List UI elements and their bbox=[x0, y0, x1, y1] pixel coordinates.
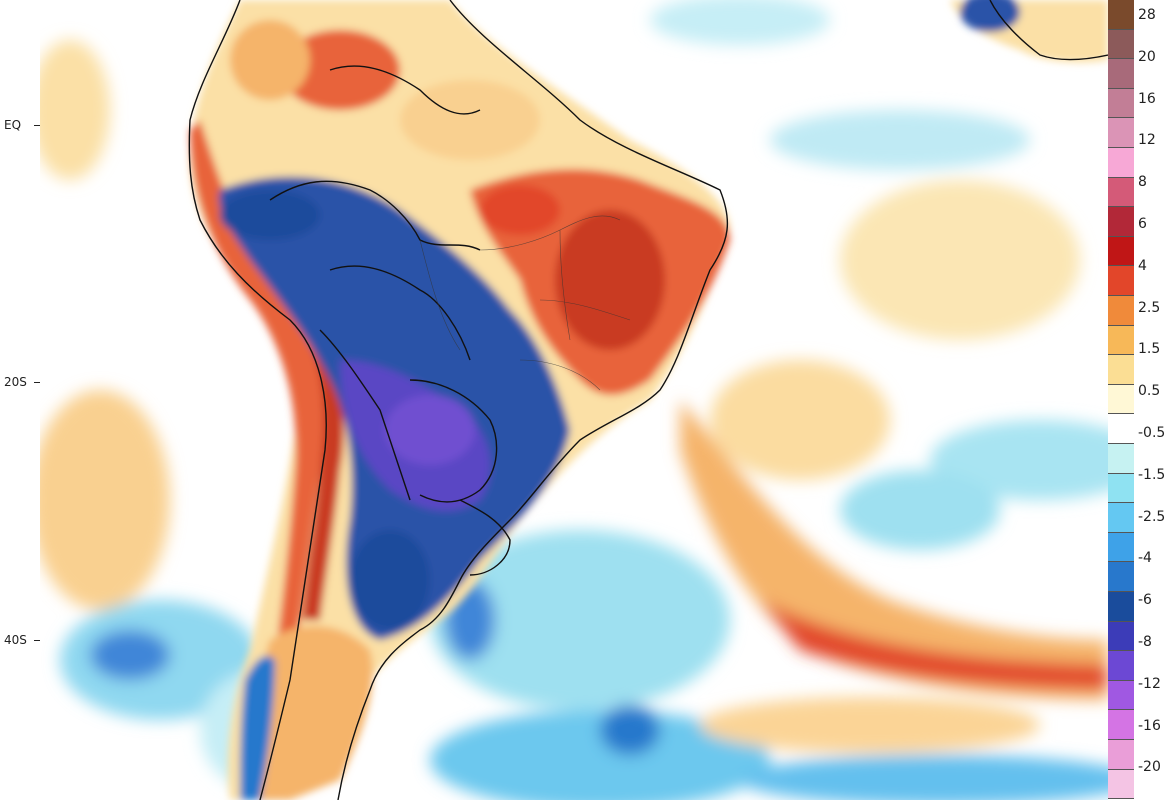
colorbar-label: -16 bbox=[1138, 717, 1161, 734]
colorbar-label: 6 bbox=[1138, 216, 1147, 232]
colorbar-swatch bbox=[1108, 740, 1134, 770]
colorbar-swatch bbox=[1108, 29, 1134, 60]
colorbar-swatch bbox=[1108, 118, 1134, 148]
colorbar-label: 1.5 bbox=[1138, 341, 1161, 358]
colorbar-swatch bbox=[1108, 59, 1134, 89]
colorbar-label: -1.5 bbox=[1138, 466, 1166, 483]
colorbar-swatch bbox=[1108, 710, 1134, 740]
colorbar-label: -6 bbox=[1138, 592, 1152, 609]
colorbar-swatch bbox=[1108, 651, 1134, 681]
colorbar-swatch bbox=[1108, 592, 1134, 622]
lat-label-eq: EQ bbox=[4, 118, 22, 132]
ocean-anomaly-field bbox=[40, 0, 1108, 800]
anomaly-map bbox=[40, 0, 1108, 800]
colorbar-swatch bbox=[1108, 0, 1134, 30]
colorbar-label: 0.5 bbox=[1138, 383, 1161, 400]
colorbar-label: -20 bbox=[1138, 759, 1161, 776]
colorbar-label: -4 bbox=[1138, 550, 1152, 567]
country-borders bbox=[188, 0, 729, 800]
colorbar-label: -2.5 bbox=[1138, 508, 1166, 525]
colorbar-swatch bbox=[1108, 680, 1134, 711]
colorbar-swatch bbox=[1108, 414, 1134, 444]
africa-coastline bbox=[989, 0, 1108, 61]
colorbar-swatch bbox=[1108, 266, 1134, 296]
colorbar-swatch bbox=[1108, 384, 1134, 415]
colorbar-legend: 28 20 16 12 8 6 4 2.5 1.5 0.5 -0.5 -1.5 -2.5 -4 -6 -8 -1… bbox=[1108, 0, 1170, 800]
colorbar-swatch bbox=[1108, 473, 1134, 504]
colorbar-swatch bbox=[1108, 296, 1134, 326]
colorbar-swatch bbox=[1108, 355, 1134, 385]
continent-anomaly-field bbox=[190, 0, 1108, 800]
colorbar-label: 28 bbox=[1138, 7, 1156, 23]
colorbar-swatch bbox=[1108, 177, 1134, 208]
colorbar-swatch bbox=[1108, 562, 1134, 592]
colorbar-swatch bbox=[1108, 444, 1134, 474]
colorbar-label: 16 bbox=[1138, 90, 1156, 107]
colorbar-swatch bbox=[1108, 621, 1134, 652]
colorbar-swatch bbox=[1108, 769, 1134, 800]
colorbar-label: 12 bbox=[1138, 132, 1156, 149]
colorbar-swatch bbox=[1108, 325, 1134, 356]
colorbar-label: 4 bbox=[1138, 257, 1147, 274]
state-borders bbox=[419, 215, 631, 391]
lat-tick-eq bbox=[34, 125, 40, 126]
lat-tick-40s bbox=[34, 640, 40, 641]
colorbar-swatch bbox=[1108, 532, 1134, 563]
colorbar-label: 8 bbox=[1138, 174, 1147, 191]
colorbar-swatch bbox=[1108, 236, 1134, 267]
colorbar-label: -12 bbox=[1138, 675, 1161, 692]
colorbar-swatch bbox=[1108, 207, 1134, 237]
latitude-axis: EQ 20S 40S bbox=[0, 0, 40, 800]
colorbar-swatch bbox=[1108, 88, 1134, 119]
colorbar-label: -8 bbox=[1138, 634, 1152, 650]
colorbar-swatch bbox=[1108, 148, 1134, 178]
colorbar-label: 20 bbox=[1138, 48, 1156, 65]
lat-label-40s: 40S bbox=[4, 633, 27, 647]
colorbar-label: -0.5 bbox=[1138, 425, 1166, 441]
lat-label-20s: 20S bbox=[4, 375, 27, 389]
lat-tick-20s bbox=[34, 382, 40, 383]
colorbar-swatch bbox=[1108, 503, 1134, 533]
map-area bbox=[40, 0, 1108, 800]
colorbar-label: 2.5 bbox=[1138, 299, 1161, 316]
